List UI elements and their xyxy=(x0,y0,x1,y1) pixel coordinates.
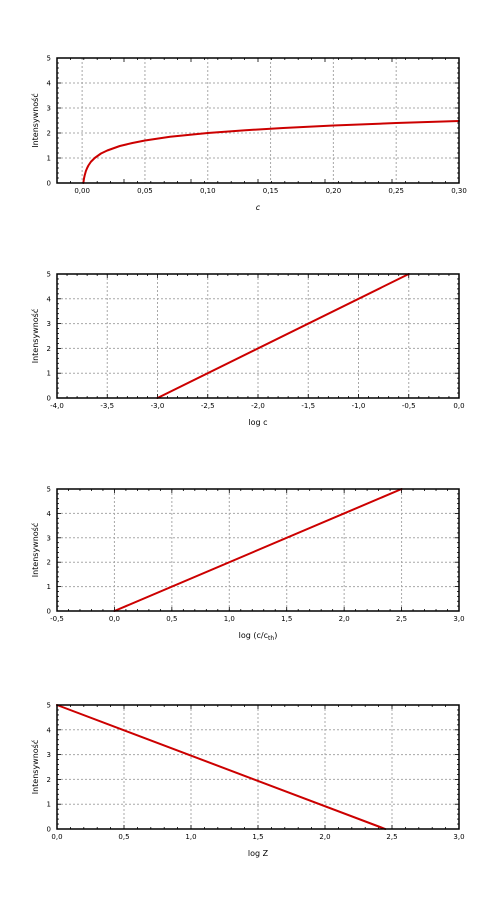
chart-1: 0,00 0,05 0,10 0,15 0,20 0,25 0,30 0 1 2 3 4 5 c Inten… xyxy=(30,55,467,213)
y-tick-label: 5 xyxy=(47,55,51,63)
y-tick-label: 1 xyxy=(47,155,51,163)
x-tick-label: 0,20 xyxy=(326,187,342,195)
y-tick-label: 2 xyxy=(47,776,51,784)
series-line xyxy=(82,120,460,184)
series-line xyxy=(156,273,410,399)
y-tick-label: 2 xyxy=(47,345,51,353)
series-line xyxy=(56,704,387,830)
x-tick-label: 3,0 xyxy=(453,615,464,623)
y-tick-label: 3 xyxy=(47,534,51,542)
x-tick-label: 0,00 xyxy=(74,187,90,195)
y-axis-label: Intensywność xyxy=(30,309,40,364)
y-tick-label: 2 xyxy=(47,559,51,567)
x-tick-label: 1,5 xyxy=(281,615,292,623)
x-tick-label: 2,5 xyxy=(386,833,397,841)
x-tick-label: 3,0 xyxy=(453,833,464,841)
x-tick-label: 1,0 xyxy=(224,615,235,623)
x-tick-label: 1,5 xyxy=(252,833,263,841)
y-tick-label: 3 xyxy=(47,105,51,113)
y-axis-label: Intensywność xyxy=(30,740,40,795)
plot-frame xyxy=(56,488,460,612)
plot-frame xyxy=(56,273,460,399)
x-tick-label: -1,5 xyxy=(301,402,315,410)
y-tick-label: 5 xyxy=(47,702,51,710)
x-tick-label: 0,30 xyxy=(451,187,467,195)
y-tick-label: 0 xyxy=(47,180,51,188)
y-tick-label: 1 xyxy=(47,801,51,809)
chart-2: -4,0 -3,5 -3,0 -2,5 -2,0 -1,5 -1,0 -0,5 0,0 0 1 2 3 4… xyxy=(30,271,465,428)
x-tick-label: 0,0 xyxy=(51,833,62,841)
x-tick-label: 0,10 xyxy=(200,187,216,195)
x-axis-label: log (c/cth) xyxy=(239,631,278,642)
y-tick-label: 3 xyxy=(47,751,51,759)
y-tick-label: 4 xyxy=(47,295,52,303)
y-axis-label: Intensywność xyxy=(30,93,40,148)
series-line xyxy=(113,488,403,612)
y-tick-label: 1 xyxy=(47,583,51,591)
x-tick-label: 2,0 xyxy=(319,833,330,841)
y-tick-label: 2 xyxy=(47,130,51,138)
x-tick-label: -2,0 xyxy=(251,402,265,410)
x-tick-label: -3,0 xyxy=(151,402,165,410)
x-tick-label: 2,5 xyxy=(396,615,407,623)
x-axis-label: log c xyxy=(248,418,267,427)
x-tick-label: -1,0 xyxy=(352,402,366,410)
x-tick-label: -0,5 xyxy=(402,402,416,410)
x-axis-label: c xyxy=(256,203,261,212)
plot-frame xyxy=(56,704,460,830)
x-axis-label: log Z xyxy=(248,849,269,858)
y-tick-label: 0 xyxy=(47,608,51,616)
y-tick-label: 4 xyxy=(47,80,52,88)
y-tick-label: 5 xyxy=(47,271,51,279)
y-axis-label: Intensywność xyxy=(30,523,40,578)
x-tick-label: 2,0 xyxy=(339,615,350,623)
y-tick-label: 3 xyxy=(47,320,51,328)
x-tick-label: 0,0 xyxy=(453,402,464,410)
x-tick-label: 0,5 xyxy=(118,833,129,841)
chart-3: -0,5 0,0 0,5 1,0 1,5 2,0 2,5 3,0 0 1 2 3 4 5 log (c/ct… xyxy=(30,486,465,643)
x-tick-label: -3,5 xyxy=(100,402,114,410)
y-tick-label: 5 xyxy=(47,486,51,494)
y-tick-label: 4 xyxy=(47,510,52,518)
y-tick-label: 4 xyxy=(47,726,52,734)
x-tick-label: -2,5 xyxy=(201,402,215,410)
x-tick-label: 1,0 xyxy=(185,833,196,841)
y-tick-label: 0 xyxy=(47,395,51,403)
x-tick-label: 0,25 xyxy=(388,187,404,195)
plot-frame xyxy=(56,57,460,184)
x-tick-label: -4,0 xyxy=(50,402,64,410)
x-tick-label: -0,5 xyxy=(50,615,64,623)
x-tick-label: 0,05 xyxy=(137,187,153,195)
y-tick-label: 1 xyxy=(47,370,51,378)
x-tick-label: 0,0 xyxy=(109,615,120,623)
x-tick-label: 0,5 xyxy=(166,615,177,623)
x-tick-label: 0,15 xyxy=(263,187,279,195)
chart-4: 0,0 0,5 1,0 1,5 2,0 2,5 3,0 0 1 2 3 4 5 log Z Intensyw… xyxy=(30,702,465,859)
y-tick-label: 0 xyxy=(47,826,51,834)
